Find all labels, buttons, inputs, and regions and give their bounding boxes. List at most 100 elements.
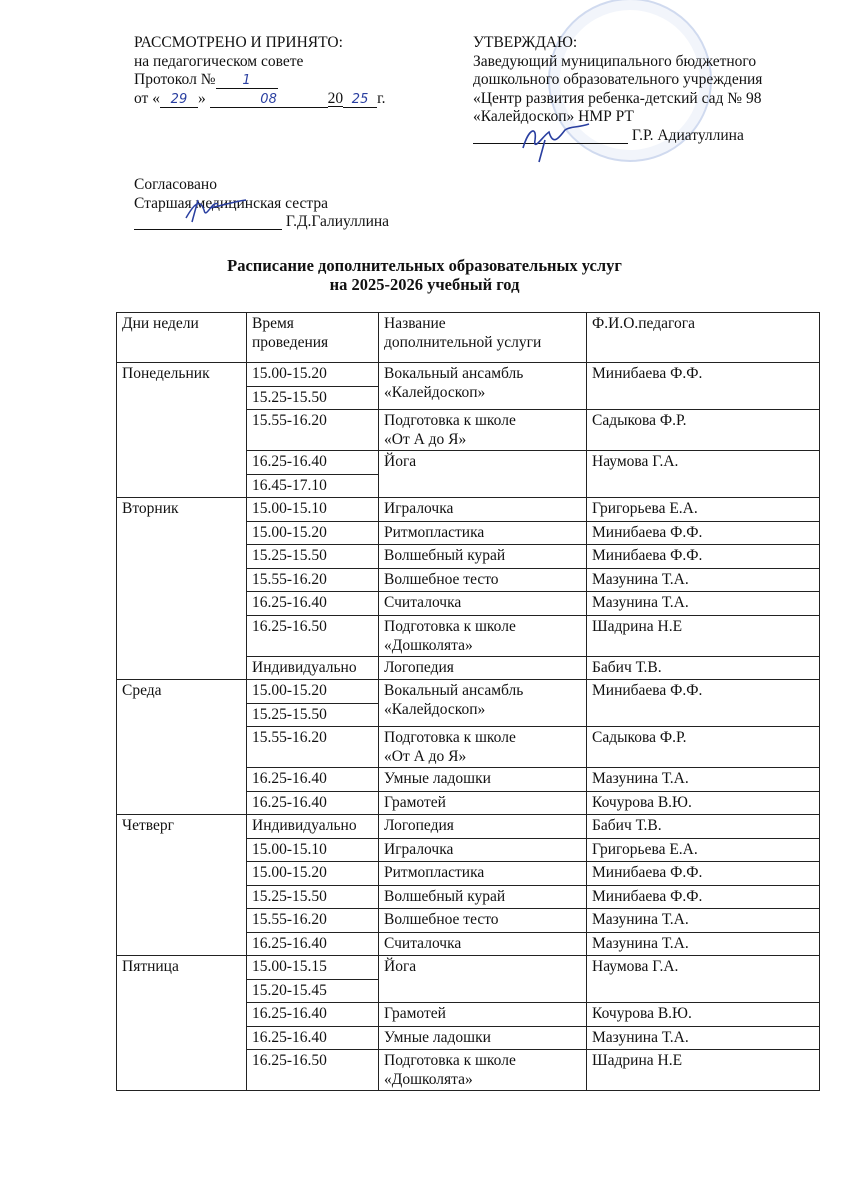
service-cell: Ритмопластика <box>378 520 587 545</box>
table-row: 15.55-16.20 Подготовка к школе «От А до Я… <box>117 409 820 451</box>
service-cell: Считалочка <box>378 931 587 956</box>
teacher-cell: Мазунина Т.А. <box>586 931 820 956</box>
service-cell: Волшебное тесто <box>378 908 587 933</box>
teacher-cell: Минибаева Ф.Ф. <box>586 362 820 410</box>
table-row: 16.25-16.40 Грамотей Кочурова В.Ю. <box>117 1002 820 1027</box>
teacher-cell: Кочурова В.Ю. <box>586 790 820 815</box>
time-cell: 15.55-16.20 <box>246 726 379 768</box>
teacher-cell: Мазунина Т.А. <box>586 767 820 792</box>
table-row: 15.00-15.10 Игралочка Григорьева Е.А. <box>117 837 820 862</box>
table-row: 15.55-16.20 Волшебное тесто Мазунина Т.А. <box>117 567 820 592</box>
service-cell: Умные ладошки <box>378 767 587 792</box>
teacher-cell: Бабич Т.В. <box>586 814 820 839</box>
time-cell: 15.00-15.10 <box>246 497 379 522</box>
teacher-cell: Мазунина Т.А. <box>586 567 820 592</box>
teacher-cell: Наумова Г.А. <box>586 450 820 498</box>
service-cell: Подготовка к школе «От А до Я» <box>378 409 587 451</box>
signer-name: Г.Р. Адиатуллина <box>631 126 744 144</box>
teacher-cell: Шадрина Н.Е <box>586 1049 820 1091</box>
teacher-cell: Минибаева Ф.Ф. <box>586 679 820 727</box>
year-suffix: 25 <box>343 92 378 108</box>
title-line: на 2025-2026 учебный год <box>329 275 520 294</box>
time-cell: 16.25-16.40 <box>246 790 379 815</box>
time-cell: 16.25-16.40 <box>246 1002 379 1027</box>
year-prefix: 20 <box>327 89 344 107</box>
teacher-cell: Садыкова Ф.Р. <box>586 409 820 451</box>
signature-line: Г.Д.Галиуллина <box>134 213 389 232</box>
service-cell: Грамотей <box>378 1002 587 1027</box>
teacher-cell: Шадрина Н.Е <box>586 614 820 657</box>
service-cell: Йога <box>378 450 587 498</box>
service-cell: Логопедия <box>378 655 587 680</box>
service-cell: Подготовка к школе «Дошколята» <box>378 1049 587 1091</box>
service-cell: Волшебный курай <box>378 884 587 909</box>
table-row: Пятница 15.00-15.15 Йога Наумова Г.А. <box>116 955 820 1091</box>
service-cell: Логопедия <box>378 814 587 839</box>
date-prefix: от « <box>134 89 160 107</box>
table-row: 15.20-15.45 <box>117 978 820 1003</box>
signer-name: Г.Д.Галиуллина <box>285 213 390 230</box>
position-line: дошкольного образовательного учреждения <box>473 71 763 88</box>
time-cell: 15.25-15.50 <box>246 702 379 727</box>
teacher-cell: Наумова Г.А. <box>586 955 820 1003</box>
teacher-cell: Григорьева Е.А. <box>586 497 820 522</box>
service-cell: Йога <box>378 955 587 1003</box>
header-service: Название дополнительной услуги <box>378 312 587 363</box>
teacher-cell: Садыкова Ф.Р. <box>586 726 820 768</box>
date-line: от «29» 08 20 25 г. <box>134 90 386 109</box>
time-cell: 15.55-16.20 <box>246 409 379 451</box>
table-row: 16.25-16.50 Подготовка к школе «Дошколята… <box>117 1049 820 1091</box>
service-cell: Подготовка к школе «От А до Я» <box>378 726 587 768</box>
title-line: Расписание дополнительных образовательны… <box>227 256 622 275</box>
service-cell: Волшебное тесто <box>378 567 587 592</box>
time-cell: 15.25-15.50 <box>246 385 379 410</box>
teacher-cell: Григорьева Е.А. <box>586 837 820 862</box>
day-cell: Четверг <box>116 814 247 956</box>
table-row: 15.00-15.20 Ритмопластика Минибаева Ф.Ф. <box>117 861 820 886</box>
table-row: 16.25-16.40 Умные ладошки Мазунина Т.А. <box>117 1025 820 1050</box>
teacher-cell: Мазунина Т.А. <box>586 591 820 616</box>
time-cell: 16.25-16.40 <box>246 591 379 616</box>
agreement-block: Согласовано Старшая медицинская сестра Г… <box>134 176 389 232</box>
table-row: 15.25-15.50 Волшебный курай Минибаева Ф.Ф. <box>117 884 820 909</box>
position-line: Заведующий муниципального бюджетного <box>473 52 757 70</box>
time-cell: 16.25-16.40 <box>246 1025 379 1050</box>
table-row: Среда 15.00-15.20 Вокальный ансамбль «Кале… <box>116 679 820 815</box>
teacher-cell: Минибаева Ф.Ф. <box>586 884 820 909</box>
teacher-cell: Кочурова В.Ю. <box>586 1002 820 1027</box>
time-cell: 16.25-16.40 <box>246 767 379 792</box>
time-cell: 15.25-15.50 <box>246 544 379 569</box>
teacher-cell: Мазунина Т.А. <box>586 908 820 933</box>
time-cell: Индивидуально <box>246 814 379 839</box>
council-line: на педагогическом совете <box>134 52 304 70</box>
table-row: 16.25-16.40 Йога Наумова Г.А. <box>117 450 820 498</box>
teacher-cell: Минибаева Ф.Ф. <box>586 544 820 569</box>
time-cell: 15.00-15.10 <box>246 837 379 862</box>
service-cell: Волшебный курай <box>378 544 587 569</box>
protocol-number: 1 <box>215 73 278 89</box>
date-mid: » <box>197 89 206 107</box>
time-cell: 16.25-16.50 <box>246 1049 379 1091</box>
approval-block-right: УТВЕРЖДАЮ: Заведующий муниципального бюд… <box>473 34 762 145</box>
teacher-cell: Мазунина Т.А. <box>586 1025 820 1050</box>
time-cell: 15.00-15.15 <box>246 955 379 980</box>
heading: Согласовано <box>134 176 217 193</box>
schedule-table: Дни недели Время проведения Название доп… <box>116 312 820 1091</box>
signature-image <box>522 123 590 163</box>
table-row: Понедельник 15.00-15.20 Вокальный ансамбль… <box>116 362 820 498</box>
date-day: 29 <box>159 92 198 108</box>
role: Старшая медицинская сестра <box>134 194 328 212</box>
official-stamp <box>548 0 712 162</box>
document-title: Расписание дополнительных образовательны… <box>0 256 849 294</box>
teacher-cell: Минибаева Ф.Ф. <box>586 520 820 545</box>
table-row: 16.25-16.50 Подготовка к школе «Дошколята… <box>117 614 820 657</box>
heading: РАССМОТРЕНО И ПРИНЯТО: <box>134 34 343 51</box>
service-cell: Вокальный ансамбль «Калейдоскоп» <box>378 362 587 410</box>
time-cell: 15.55-16.20 <box>246 567 379 592</box>
time-cell: 15.20-15.45 <box>246 978 379 1003</box>
signature-image <box>185 199 247 223</box>
protocol-line: Протокол № 1 <box>134 71 386 90</box>
time-cell: 15.00-15.20 <box>246 362 379 387</box>
time-cell: 15.00-15.20 <box>246 861 379 886</box>
table-row: 16.45-17.10 <box>117 473 820 498</box>
